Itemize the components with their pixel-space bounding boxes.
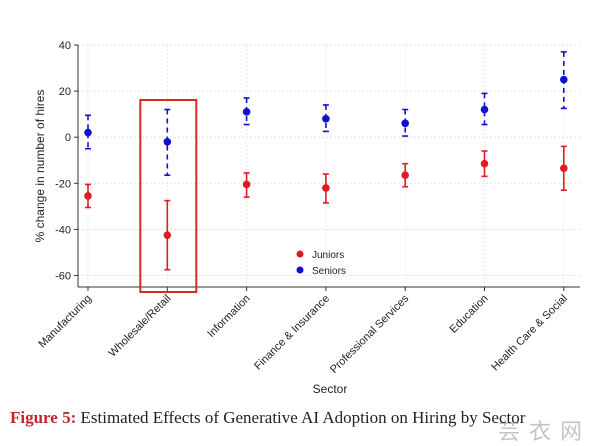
- x-tick-label-health-care-social: Health Care & Social: [489, 293, 570, 374]
- y-tick-label: 20: [59, 86, 71, 98]
- data-point-seniors: [480, 105, 489, 114]
- y-tick-label: -40: [55, 224, 71, 236]
- data-point-seniors: [84, 128, 92, 137]
- x-tick-label-finance-insurance: Finance & Insurance: [252, 293, 332, 373]
- plot-area: [78, 45, 580, 287]
- data-point-seniors: [401, 119, 410, 128]
- y-tick-label: 0: [65, 132, 71, 144]
- highlight-box: [139, 99, 198, 293]
- data-point-seniors: [322, 114, 330, 123]
- data-point-juniors: [84, 192, 92, 200]
- legend-label-juniors: Juniors: [312, 250, 344, 261]
- data-point-seniors: [242, 108, 251, 116]
- legend-marker-juniors: [296, 250, 304, 258]
- caption-label: Figure 5:: [10, 408, 77, 427]
- data-point-juniors: [242, 180, 251, 189]
- data-point-seniors: [163, 138, 172, 146]
- y-ticks: 40 20 0 -20 -40 -60: [55, 40, 78, 282]
- x-tick-label-information: Information: [205, 293, 252, 340]
- watermark: 芸 衣 网: [498, 420, 583, 445]
- data-point-seniors: [560, 75, 568, 84]
- x-ticks: Manufacturing Wholesale/Retail Information…: [36, 287, 570, 376]
- caption-text: Estimated Effects of Generative AI Adopt…: [76, 408, 526, 427]
- x-tick-label-professional-services: Professional Services: [328, 292, 412, 376]
- data-point-juniors: [480, 159, 489, 168]
- data-point-juniors: [560, 164, 568, 173]
- data-point-juniors: [322, 184, 330, 192]
- legend: Juniors Seniors: [296, 250, 346, 277]
- series-seniors: [84, 51, 568, 177]
- legend-marker-seniors: [296, 266, 304, 274]
- y-axis-title: % change in number of hires: [33, 90, 47, 243]
- y-tick-label: 40: [59, 40, 71, 52]
- x-tick-label-education: Education: [448, 293, 491, 336]
- chart: 40 20 0 -20 -40 -60 Manufacturing Wholesale/Re…: [33, 40, 580, 396]
- x-axis-title: Sector: [313, 382, 348, 396]
- y-tick-label: -60: [55, 270, 71, 282]
- series-juniors: [84, 145, 568, 271]
- figure-caption: Figure 5: Estimated Effects of Generativ…: [10, 408, 590, 428]
- series: [84, 51, 568, 271]
- x-tick-label-wholesale-retail: Wholesale/Retail: [107, 293, 174, 360]
- data-point-juniors: [163, 231, 172, 239]
- axes: [77, 45, 580, 288]
- data-point-juniors: [401, 171, 410, 180]
- y-tick-label: -20: [55, 178, 71, 190]
- legend-label-seniors: Seniors: [312, 266, 346, 277]
- x-tick-label-manufacturing: Manufacturing: [36, 293, 94, 351]
